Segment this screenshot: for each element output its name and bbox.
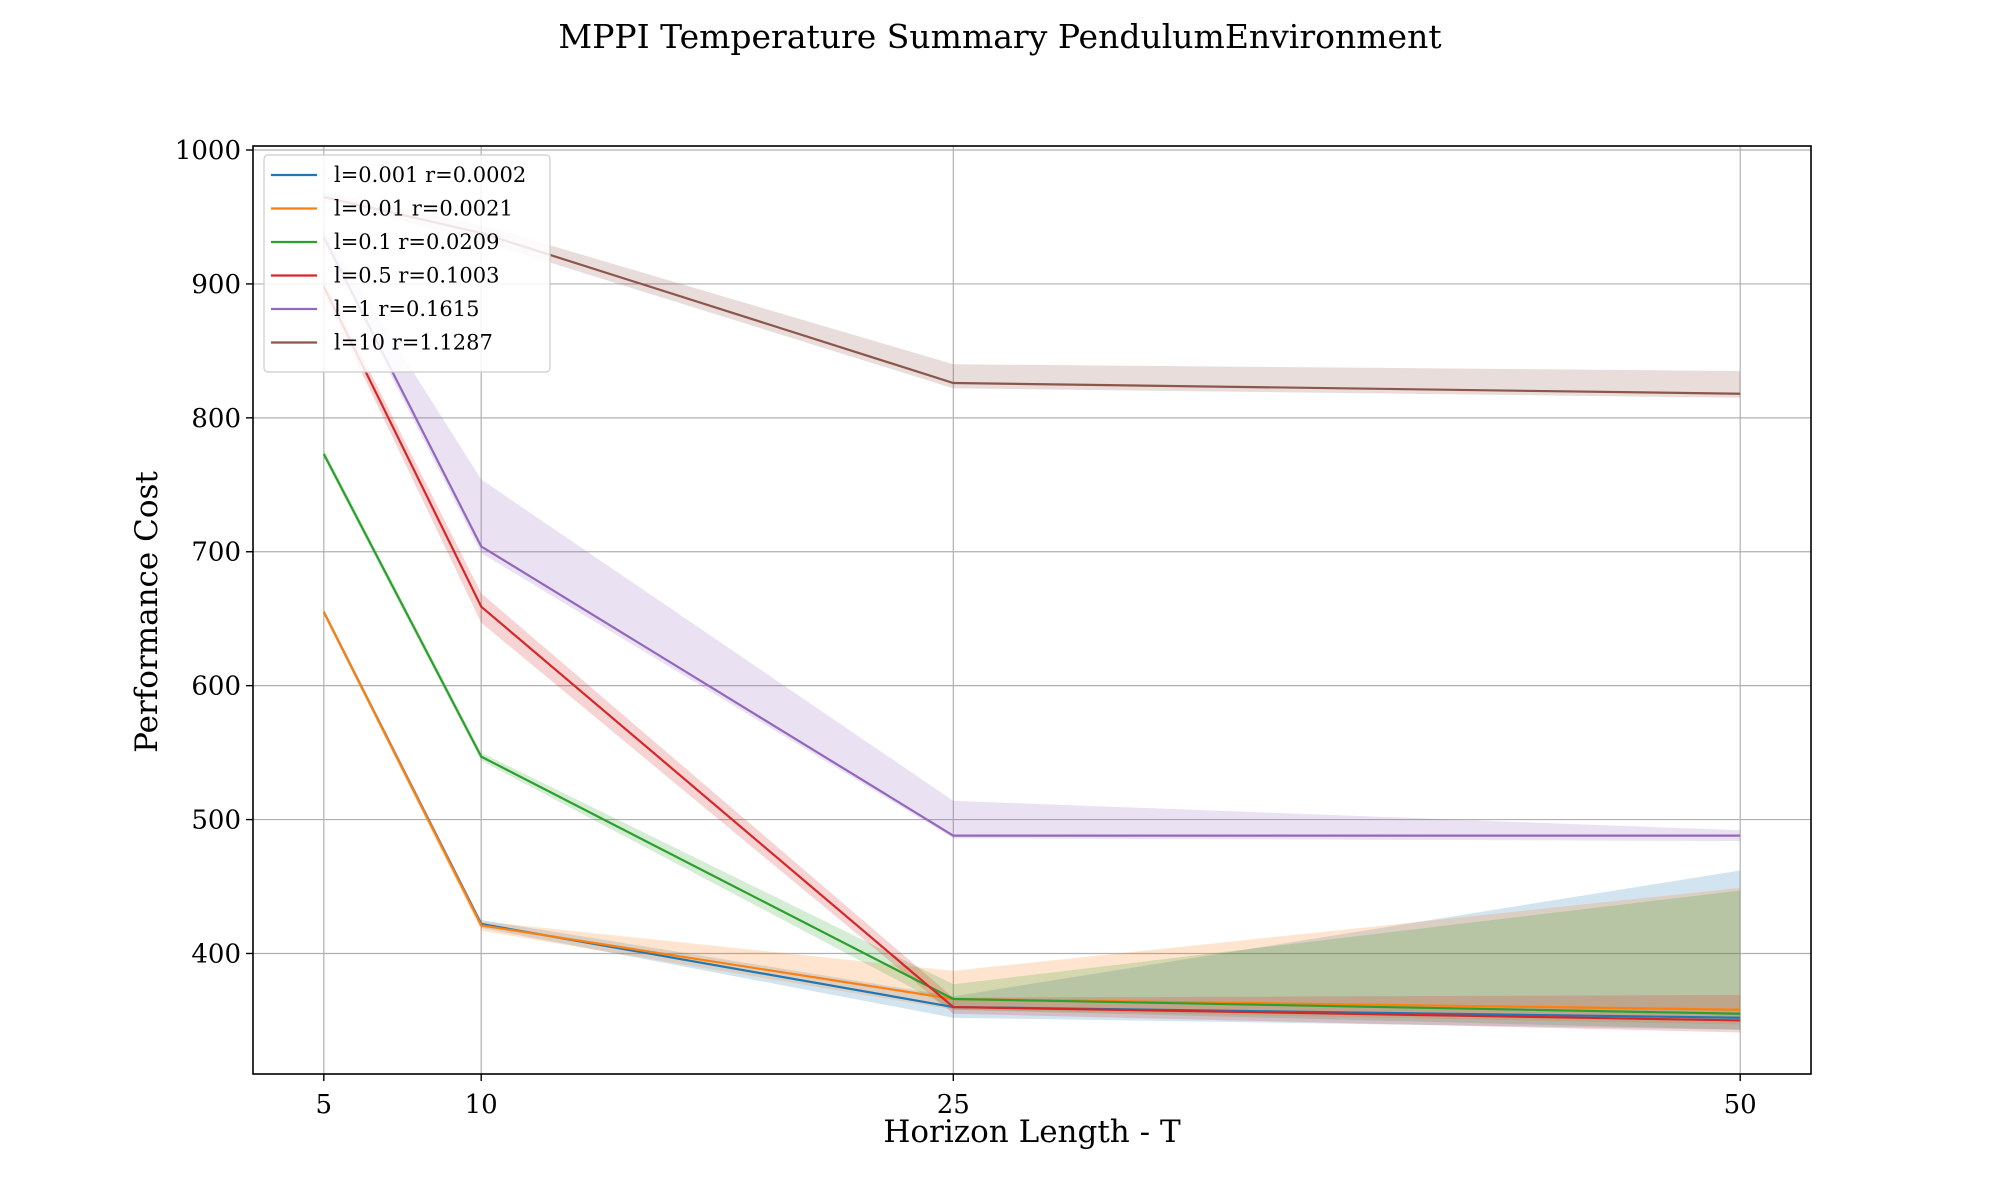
series-line-4	[322, 286, 1741, 1022]
legend-box	[263, 154, 551, 373]
y-tick-label: 800	[191, 404, 241, 434]
y-tick-label: 900	[191, 270, 241, 300]
y-tick-label: 500	[191, 806, 241, 836]
x-tick-label: 50	[1724, 1090, 1757, 1120]
x-axis-label: Horizon Length - T	[883, 1114, 1181, 1150]
x-axis-ticks: 5 10 25 50	[316, 1074, 1757, 1120]
chart-title: MPPI Temperature Summary PendulumEnviron…	[558, 17, 1441, 56]
y-tick-label: 600	[191, 672, 241, 702]
legend-label: l=0.01 r=0.0021	[334, 197, 513, 221]
y-tick-label: 400	[191, 939, 241, 969]
legend-label: l=0.5 r=0.1003	[334, 264, 500, 288]
plot-frame	[252, 145, 1812, 1075]
x-tick-label: 25	[937, 1090, 970, 1120]
series-line-5	[322, 236, 1741, 837]
legend-label: l=10 r=1.1287	[334, 331, 493, 355]
series-line-3	[322, 453, 1741, 1015]
grid-lines	[253, 146, 1811, 1074]
legend: l=0.001 r=0.0002 l=0.01 r=0.0021 l=0.1 r=0…	[263, 154, 551, 373]
confidence-band-series-6	[323, 192, 1741, 398]
confidence-band-series-3	[323, 449, 1741, 1030]
legend-label: l=1 r=0.1615	[334, 297, 479, 321]
y-axis-label: Performance Cost	[129, 471, 165, 753]
confidence-band-series-1	[323, 609, 1741, 1030]
y-tick-label: 1000	[175, 136, 241, 166]
y-tick-label: 700	[191, 538, 241, 568]
y-axis-ticks: 400 500 600 700 800 900 1000	[175, 136, 253, 969]
legend-label: l=0.001 r=0.0002	[334, 163, 526, 187]
legend-label: l=0.1 r=0.0209	[334, 230, 500, 254]
x-tick-label: 10	[465, 1090, 498, 1120]
confidence-bands	[323, 192, 1741, 1033]
series-line-2	[322, 611, 1741, 1011]
confidence-band-series-2	[323, 609, 1741, 1025]
x-tick-label: 5	[316, 1090, 333, 1120]
